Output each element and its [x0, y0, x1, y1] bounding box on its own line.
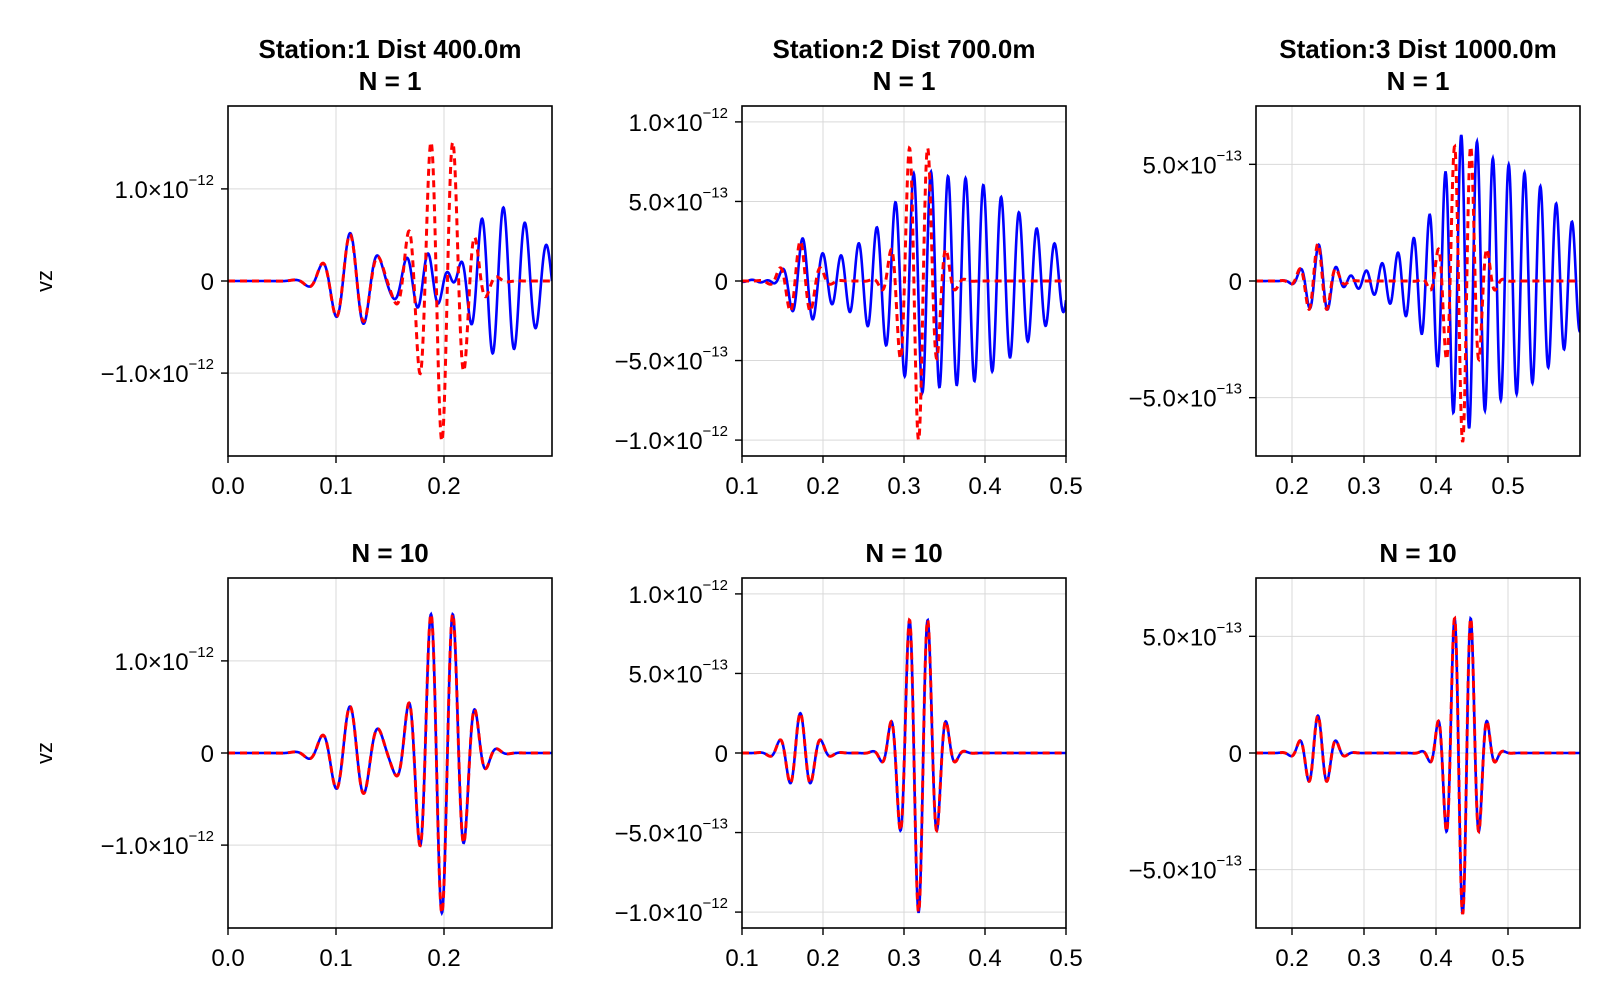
x-tick-label: 0.5 [1491, 473, 1524, 500]
y-tick-label: 5.0×10−13 [1142, 147, 1242, 179]
y-tick-label: 0 [715, 741, 728, 768]
x-tick-label: 0.2 [806, 473, 839, 500]
x-tick-label: 0.2 [1275, 945, 1308, 972]
x-tick-label: 0.1 [725, 945, 758, 972]
x-tick-label: 0.5 [1491, 945, 1524, 972]
x-tick-label: 0.3 [1347, 945, 1380, 972]
y-tick-label: 0 [201, 741, 214, 768]
x-tick-label: 0.2 [427, 473, 460, 500]
panel-title: N = 10 [351, 538, 428, 568]
y-tick-label: −5.0×10−13 [1128, 381, 1242, 413]
x-tick-label: 0.0 [211, 473, 244, 500]
x-tick-label: 0.4 [1419, 945, 1452, 972]
series-line-solid [742, 168, 1066, 397]
panel-title: Station:3 Dist 1000.0m [1279, 34, 1556, 64]
panel-title: Station:1 Dist 400.0m [259, 34, 522, 64]
series-line-dashed [1256, 615, 1580, 915]
y-tick-label: 1.0×10−12 [114, 172, 214, 204]
series-line-dashed [228, 139, 552, 445]
panel-5: 0.1 0.2 0.3 0.4 0.5 −1.0×10−12 −5.0×10−13 0 5.0×… [614, 538, 1082, 972]
y-tick-label: 1.0×10−12 [628, 105, 728, 137]
x-tick-label: 0.3 [1347, 473, 1380, 500]
y-tick-label: 5.0×10−13 [628, 656, 728, 688]
x-tick-label: 0.5 [1049, 473, 1082, 500]
x-tick-label: 0.4 [968, 945, 1001, 972]
panel-title: N = 10 [865, 538, 942, 568]
panel-3: 0.2 0.3 0.4 0.5 −5.0×10−13 0 5.0×10−13 Station:… [1128, 34, 1581, 500]
y-axis-label: vz [32, 270, 57, 292]
y-axis-label: vz [32, 742, 57, 764]
x-tick-label: 0.1 [725, 473, 758, 500]
y-tick-label: 0 [201, 269, 214, 296]
y-tick-label: 5.0×10−13 [628, 184, 728, 216]
x-tick-label: 0.5 [1049, 945, 1082, 972]
series-line-dashed [1256, 143, 1580, 443]
y-tick-label: 1.0×10−12 [114, 644, 214, 676]
y-tick-label: −1.0×10−12 [100, 828, 214, 860]
x-tick-label: 0.1 [319, 945, 352, 972]
panel-title: Station:2 Dist 700.0m [773, 34, 1036, 64]
series-line-dashed [742, 617, 1066, 914]
y-tick-label: 0 [1229, 269, 1242, 296]
panel-1: 0.0 0.1 0.2 −1.0×10−12 0 1.0×10−12 Station:1 D… [32, 34, 553, 500]
series-line-dashed [742, 145, 1066, 442]
y-tick-label: −5.0×10−13 [614, 344, 728, 376]
x-tick-label: 0.3 [887, 945, 920, 972]
panel-title: N = 10 [1379, 538, 1456, 568]
y-tick-label: 1.0×10−12 [628, 577, 728, 609]
y-tick-label: −1.0×10−12 [614, 423, 728, 455]
x-tick-label: 0.4 [1419, 473, 1452, 500]
y-tick-label: 0 [1229, 741, 1242, 768]
panel-title: N = 1 [1387, 66, 1450, 96]
x-tick-label: 0.0 [211, 945, 244, 972]
panel-2: 0.1 0.2 0.3 0.4 0.5 −1.0×10−12 −5.0×10−13 0 5.0×… [614, 34, 1082, 500]
x-tick-label: 0.3 [887, 473, 920, 500]
panel-4: 0.0 0.1 0.2 −1.0×10−12 0 1.0×10−12 N = 10 vz [32, 538, 553, 972]
x-tick-label: 0.2 [806, 945, 839, 972]
x-tick-label: 0.2 [427, 945, 460, 972]
x-tick-label: 0.1 [319, 473, 352, 500]
x-tick-label: 0.4 [968, 473, 1001, 500]
y-tick-label: 5.0×10−13 [1142, 619, 1242, 651]
y-tick-label: 0 [715, 269, 728, 296]
series-line-dashed [228, 611, 552, 917]
y-tick-label: −5.0×10−13 [1128, 853, 1242, 885]
y-tick-label: −1.0×10−12 [614, 895, 728, 927]
y-tick-label: −5.0×10−13 [614, 816, 728, 848]
panel-title: N = 1 [359, 66, 422, 96]
x-tick-label: 0.2 [1275, 473, 1308, 500]
panel-6: 0.2 0.3 0.4 0.5 −5.0×10−13 0 5.0×10−13 N = 10 [1128, 538, 1581, 972]
panel-title: N = 1 [873, 66, 936, 96]
y-tick-label: −1.0×10−12 [100, 356, 214, 388]
